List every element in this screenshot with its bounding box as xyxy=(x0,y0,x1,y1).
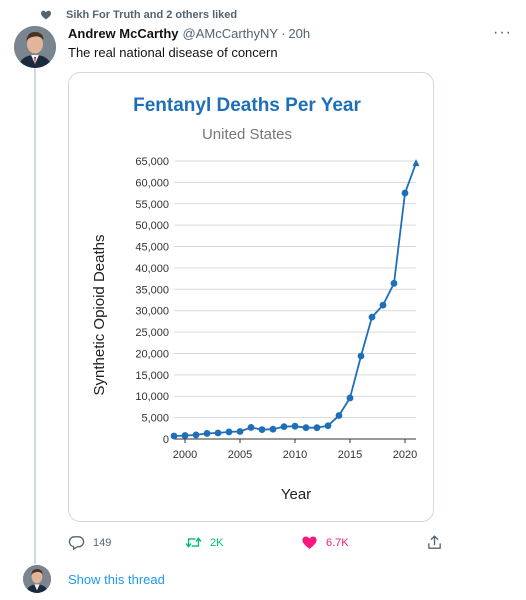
reply-count: 149 xyxy=(93,536,112,549)
tweet-media-chart[interactable]: Fentanyl Deaths Per Year United States 0… xyxy=(68,72,434,522)
thread-line xyxy=(34,66,36,564)
data-point xyxy=(291,422,299,430)
tweet-actions: 149 2K 6.7K xyxy=(68,534,458,552)
x-tick-label: 2010 xyxy=(283,449,307,461)
reply-icon xyxy=(68,536,85,550)
more-icon[interactable]: ··· xyxy=(493,24,512,41)
heart-icon xyxy=(302,536,317,549)
retweet-count: 2K xyxy=(210,536,224,549)
data-point xyxy=(269,425,277,433)
data-point xyxy=(258,426,266,433)
data-point xyxy=(357,352,365,360)
tweet-time[interactable]: 20h xyxy=(288,26,311,41)
x-axis-label: Year xyxy=(281,486,311,503)
data-point xyxy=(214,429,222,437)
data-point xyxy=(170,432,178,440)
social-context-text[interactable]: Sikh For Truth and 2 others liked xyxy=(66,9,238,21)
y-tick-label: 0 xyxy=(163,434,169,446)
x-tick-label: 2015 xyxy=(338,449,362,461)
reply-button[interactable]: 149 xyxy=(68,534,111,551)
data-point-arrow xyxy=(412,159,420,167)
y-tick-label: 65,000 xyxy=(135,156,169,168)
author-handle[interactable]: @AMcCarthyNY xyxy=(182,26,279,41)
data-point xyxy=(280,423,288,430)
data-point xyxy=(181,432,189,439)
y-tick-label: 50,000 xyxy=(135,220,169,232)
y-tick-labels: 0 5,000 10,000 15,000 20,000 25,000 30,000 35,0… xyxy=(135,156,169,446)
data-point xyxy=(192,431,200,439)
data-point xyxy=(313,424,321,432)
data-point xyxy=(335,412,343,419)
data-points xyxy=(170,159,420,440)
data-point xyxy=(379,301,387,309)
data-point xyxy=(401,189,409,197)
share-icon xyxy=(428,535,441,549)
y-tick-label: 40,000 xyxy=(135,263,169,275)
social-context: Sikh For Truth and 2 others liked xyxy=(41,8,238,22)
y-tick-label: 15,000 xyxy=(135,370,169,382)
data-point xyxy=(236,428,244,435)
avatar-small[interactable] xyxy=(23,565,51,593)
x-tick-label: 2020 xyxy=(393,449,417,461)
chart-subtitle: United States xyxy=(202,126,292,143)
y-tick-label: 60,000 xyxy=(135,177,169,189)
retweet-icon xyxy=(185,537,202,548)
chart: Fentanyl Deaths Per Year United States 0… xyxy=(91,95,420,503)
y-tick-label: 30,000 xyxy=(135,306,169,318)
x-tick-label: 2005 xyxy=(228,449,252,461)
tweet-header: Andrew McCarthy @AMcCarthyNY · 20h xyxy=(68,26,310,41)
y-tick-label: 10,000 xyxy=(135,391,169,403)
x-tick-labels: 2000 2005 2010 2015 2020 xyxy=(173,439,417,461)
y-tick-label: 35,000 xyxy=(135,284,169,296)
x-tick-label: 2000 xyxy=(173,449,197,461)
chart-title: Fentanyl Deaths Per Year xyxy=(133,95,361,116)
heart-icon xyxy=(41,10,51,20)
data-point xyxy=(247,424,255,431)
share-button[interactable] xyxy=(426,534,451,551)
data-point xyxy=(368,313,376,321)
y-tick-label: 5,000 xyxy=(141,413,169,425)
like-button[interactable]: 6.7K xyxy=(301,534,349,551)
data-point xyxy=(225,428,233,436)
avatar-small-image xyxy=(23,565,51,593)
y-tick-label: 25,000 xyxy=(135,327,169,339)
tweet-text: The real national disease of concern xyxy=(68,45,278,60)
y-tick-label: 20,000 xyxy=(135,348,169,360)
y-tick-label: 45,000 xyxy=(135,242,169,254)
data-point xyxy=(324,422,332,430)
author-name[interactable]: Andrew McCarthy xyxy=(68,26,179,41)
show-thread-link[interactable]: Show this thread xyxy=(68,572,165,587)
data-point xyxy=(390,279,398,287)
y-tick-label: 55,000 xyxy=(135,199,169,211)
retweet-button[interactable]: 2K xyxy=(185,534,223,551)
separator-dot: · xyxy=(281,26,286,41)
grid-layer xyxy=(174,160,416,419)
avatar-image xyxy=(14,26,56,68)
data-point xyxy=(302,424,310,432)
avatar[interactable] xyxy=(14,26,56,68)
data-point xyxy=(346,394,354,402)
data-point xyxy=(203,430,211,437)
y-axis-label: Synthetic Opioid Deaths xyxy=(91,235,108,396)
like-count: 6.7K xyxy=(326,536,349,549)
